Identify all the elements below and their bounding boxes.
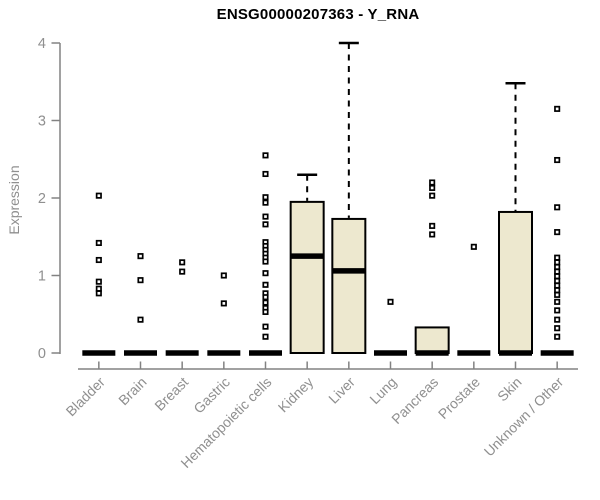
outlier-hematopoietic-cells bbox=[262, 323, 269, 330]
outlier-hematopoietic-cells bbox=[262, 270, 269, 277]
box-pancreas bbox=[414, 326, 450, 354]
outlier-unknown-other bbox=[554, 105, 561, 112]
outlier-unknown-other bbox=[554, 291, 561, 298]
outlier-hematopoietic-cells bbox=[262, 170, 269, 178]
y-axis-tick-label: 4 bbox=[38, 36, 46, 52]
x-axis-label-lung: Lung bbox=[366, 374, 399, 407]
outlier-bladder bbox=[95, 285, 102, 292]
outlier-unknown-other bbox=[554, 263, 561, 271]
outlier-unknown-other bbox=[554, 268, 561, 275]
outlier-gastric bbox=[220, 272, 227, 279]
x-axis-label-bladder: Bladder bbox=[63, 374, 109, 420]
outlier-unknown-other bbox=[554, 333, 561, 340]
outlier-hematopoietic-cells bbox=[262, 258, 269, 265]
x-axis-label-liver: Liver bbox=[325, 374, 358, 407]
y-axis-tick-label: 2 bbox=[38, 191, 46, 207]
x-axis-label-unknown-other: Unknown / Other bbox=[481, 374, 567, 460]
outlier-unknown-other bbox=[554, 156, 561, 164]
outlier-unknown-other bbox=[554, 298, 561, 305]
outlier-bladder bbox=[95, 290, 102, 297]
x-axis-label-skin: Skin bbox=[494, 374, 525, 405]
outlier-hematopoietic-cells bbox=[262, 299, 269, 306]
outlier-hematopoietic-cells bbox=[262, 308, 269, 315]
outlier-bladder bbox=[95, 192, 102, 199]
outlier-hematopoietic-cells bbox=[262, 152, 269, 159]
outlier-pancreas bbox=[429, 179, 436, 186]
outlier-unknown-other bbox=[554, 307, 561, 314]
outlier-unknown-other bbox=[554, 259, 561, 266]
outlier-hematopoietic-cells bbox=[262, 294, 269, 301]
outlier-hematopoietic-cells bbox=[262, 333, 269, 340]
outlier-prostate bbox=[470, 243, 477, 250]
outlier-hematopoietic-cells bbox=[262, 213, 269, 220]
outlier-brain bbox=[137, 316, 144, 323]
outlier-breast bbox=[179, 268, 186, 275]
outlier-unknown-other bbox=[554, 229, 561, 236]
outlier-unknown-other bbox=[554, 273, 561, 280]
outlier-unknown-other bbox=[554, 287, 561, 294]
y-axis-tick-label: 0 bbox=[38, 346, 46, 362]
box-kidney bbox=[289, 200, 325, 354]
outlier-brain bbox=[137, 277, 144, 284]
outlier-unknown-other bbox=[554, 254, 561, 261]
box-skin bbox=[498, 210, 533, 354]
outlier-bladder bbox=[95, 278, 102, 285]
outlier-bladder bbox=[95, 239, 102, 247]
outlier-unknown-other bbox=[554, 277, 561, 284]
y-axis-tick-label: 3 bbox=[38, 114, 46, 130]
outlier-unknown-other bbox=[554, 282, 561, 289]
outlier-hematopoietic-cells bbox=[262, 199, 269, 206]
x-axis-label-prostate: Prostate bbox=[435, 374, 483, 422]
outlier-pancreas bbox=[429, 192, 436, 199]
outlier-lung bbox=[387, 298, 394, 305]
outlier-unknown-other bbox=[554, 316, 561, 323]
box-liver bbox=[331, 217, 367, 354]
chart-title: ENSG00000207363 - Y_RNA bbox=[216, 6, 420, 23]
x-axis-label-brain: Brain bbox=[115, 374, 149, 408]
outlier-hematopoietic-cells bbox=[262, 221, 269, 228]
outlier-breast bbox=[179, 259, 186, 266]
outlier-unknown-other bbox=[554, 325, 561, 332]
outlier-pancreas bbox=[429, 184, 436, 191]
outlier-pancreas bbox=[429, 222, 436, 229]
outlier-hematopoietic-cells bbox=[262, 194, 269, 201]
outlier-unknown-other bbox=[554, 204, 561, 211]
x-axis-label-breast: Breast bbox=[151, 374, 191, 414]
outlier-hematopoietic-cells bbox=[262, 281, 269, 288]
outlier-bladder bbox=[95, 256, 102, 264]
x-axis-label-kidney: Kidney bbox=[275, 374, 317, 416]
outlier-gastric bbox=[220, 300, 227, 307]
y-axis-tick-label: 1 bbox=[38, 269, 46, 285]
outlier-brain bbox=[137, 253, 144, 260]
outlier-pancreas bbox=[429, 231, 436, 238]
